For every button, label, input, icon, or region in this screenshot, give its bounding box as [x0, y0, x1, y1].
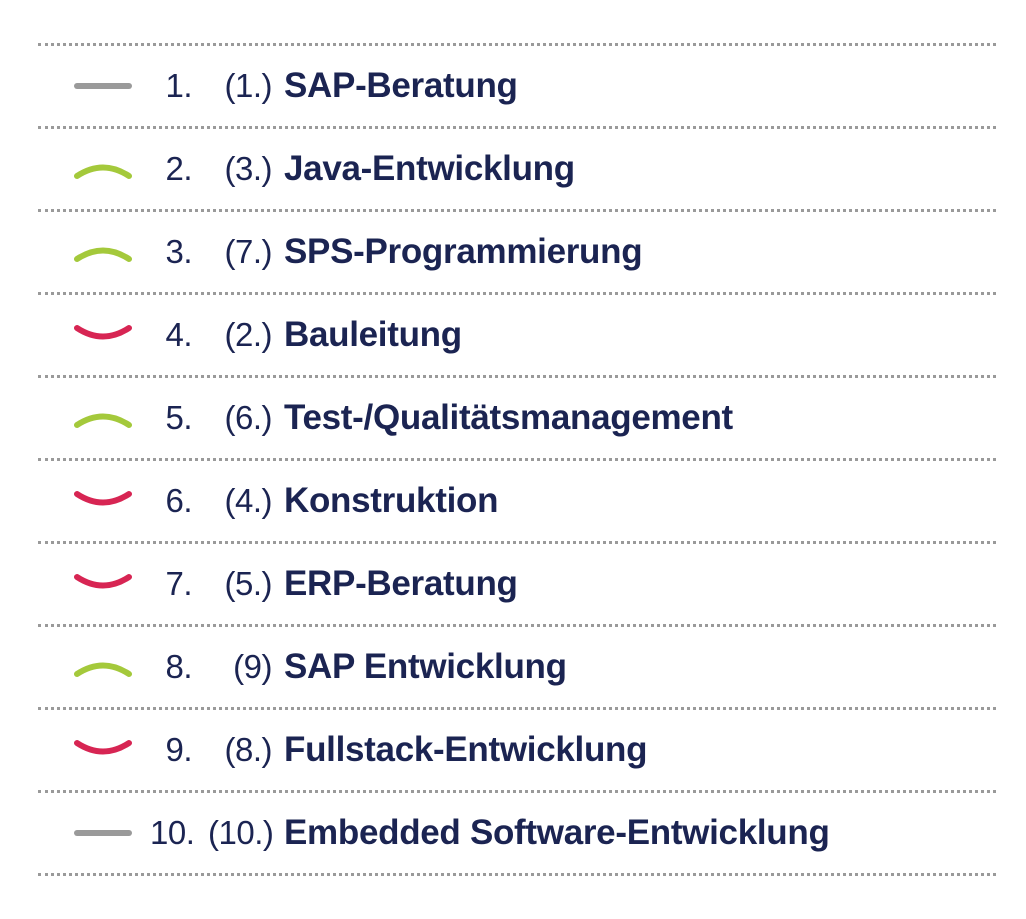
trend-icon [74, 74, 132, 98]
current-rank: 7. [165, 565, 192, 602]
previous-rank: (10.) [208, 814, 274, 851]
ranking-row: 4. (2.) Bauleitung [38, 295, 996, 375]
trend-same-icon [74, 83, 132, 89]
trend-icon [74, 240, 132, 264]
ranking-row: 5. (6.) Test-/Qualitätsmanagement [38, 378, 996, 458]
trend-up-icon [74, 662, 132, 677]
ranking-row: 10. (10.) Embedded Software-Entwicklung [38, 793, 996, 873]
trend-up-icon [74, 413, 132, 428]
current-rank: 8. [165, 648, 192, 685]
previous-rank: (4.) [224, 482, 273, 519]
ranking-row: 6. (4.) Konstruktion [38, 461, 996, 541]
trend-same-icon [74, 830, 132, 836]
divider [38, 873, 996, 876]
divider [38, 209, 996, 212]
trend-down-icon [74, 740, 132, 755]
divider [38, 458, 996, 461]
current-rank: 9. [165, 731, 192, 768]
divider [38, 292, 996, 295]
current-rank: 2. [165, 150, 192, 187]
job-title: SPS-Programmierung [284, 232, 643, 271]
job-title: Java-Entwicklung [284, 149, 575, 188]
divider [38, 541, 996, 544]
job-title: Fullstack-Entwicklung [284, 730, 648, 769]
trend-down-icon [74, 574, 132, 589]
job-title: SAP-Beratung [284, 66, 518, 105]
job-title: Bauleitung [284, 315, 462, 354]
previous-rank: (7.) [224, 233, 273, 270]
current-rank: 4. [165, 316, 192, 353]
job-title: ERP-Beratung [284, 564, 518, 603]
ranking-row: 2. (3.) Java-Entwicklung [38, 129, 996, 209]
divider [38, 126, 996, 129]
previous-rank: (1.) [224, 67, 273, 104]
current-rank: 3. [165, 233, 192, 270]
ranking-row: 3. (7.) SPS-Programmierung [38, 212, 996, 292]
job-title: Konstruktion [284, 481, 499, 520]
previous-rank: (2.) [224, 316, 273, 353]
trend-icon [74, 489, 132, 513]
divider [38, 375, 996, 378]
current-rank: 1. [165, 67, 192, 104]
ranking-row: 8. (9) SAP Entwicklung [38, 627, 996, 707]
previous-rank: (9) [233, 648, 272, 685]
job-title: Embedded Software-Entwicklung [284, 813, 830, 852]
divider [38, 790, 996, 793]
trend-down-icon [74, 491, 132, 506]
ranking-row: 7. (5.) ERP-Beratung [38, 544, 996, 624]
trend-down-icon [74, 325, 132, 340]
job-title: Test-/Qualitätsmanagement [284, 398, 733, 437]
trend-icon [74, 572, 132, 596]
previous-rank: (5.) [224, 565, 273, 602]
trend-icon [74, 323, 132, 347]
divider [38, 624, 996, 627]
trend-up-icon [74, 164, 132, 179]
trend-icon [74, 406, 132, 430]
job-ranking-list: 1. (1.) SAP-Beratung 2. (3.) Java-Entwic… [38, 43, 996, 876]
divider [38, 43, 996, 46]
previous-rank: (8.) [224, 731, 273, 768]
job-title: SAP Entwicklung [284, 647, 567, 686]
ranking-row: 9. (8.) Fullstack-Entwicklung [38, 710, 996, 790]
current-rank: 5. [165, 399, 192, 436]
trend-icon [74, 655, 132, 679]
trend-icon [74, 821, 132, 845]
trend-icon [74, 157, 132, 181]
current-rank: 10. [150, 814, 195, 851]
previous-rank: (3.) [224, 150, 273, 187]
ranking-row: 1. (1.) SAP-Beratung [38, 46, 996, 126]
previous-rank: (6.) [224, 399, 273, 436]
divider [38, 707, 996, 710]
trend-up-icon [74, 247, 132, 262]
trend-icon [74, 738, 132, 762]
current-rank: 6. [165, 482, 192, 519]
